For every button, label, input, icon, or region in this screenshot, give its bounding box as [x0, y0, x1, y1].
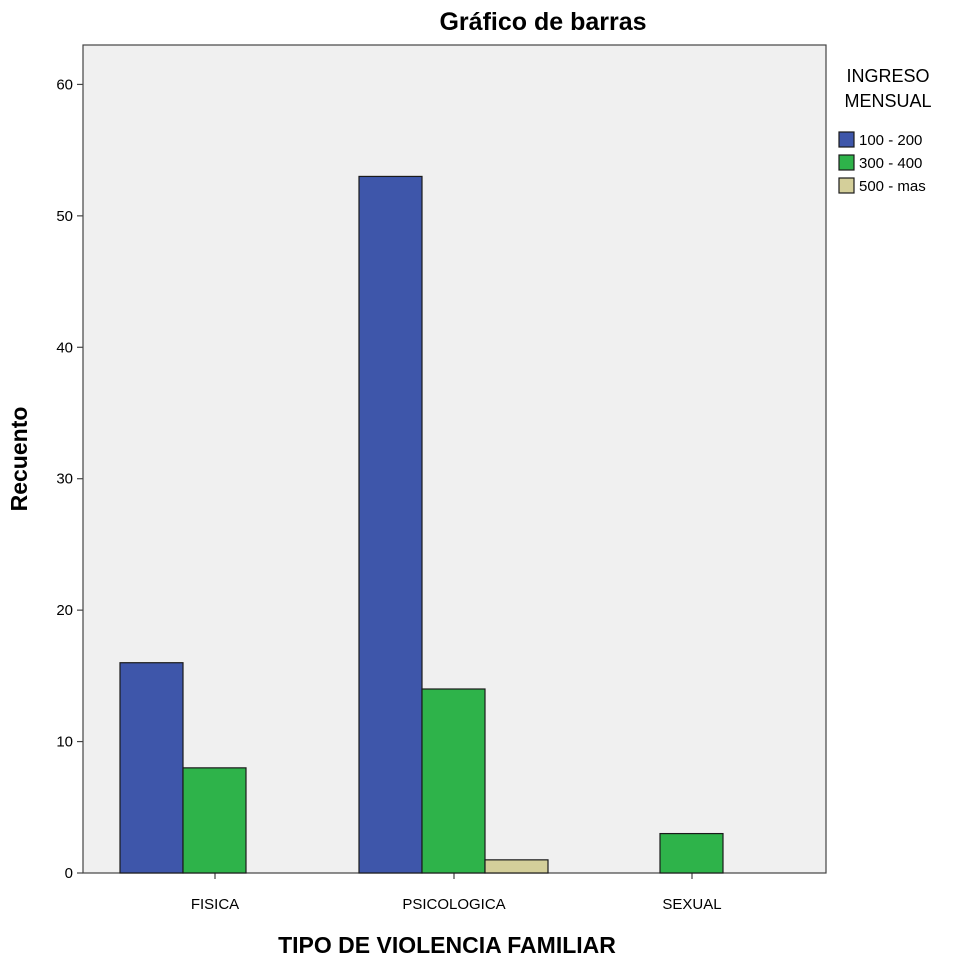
y-tick-label: 40: [56, 339, 73, 356]
legend-label: 300 - 400: [859, 155, 922, 172]
bar-psicologica-series-3: [484, 859, 549, 874]
legend: INGRESO MENSUAL 100 - 200 300 - 400 500 - …: [838, 66, 932, 195]
y-tick-label: 30: [56, 471, 73, 488]
bar-psicologica-series-1: [358, 175, 423, 874]
x-axis-ticks: FISICA PSICOLOGICA SEXUAL: [191, 873, 722, 913]
legend-label: 100 - 200: [859, 132, 922, 149]
x-tick-label: SEXUAL: [662, 896, 721, 913]
chart-title: Gráfico de barras: [439, 8, 646, 36]
legend-label: 500 - mas: [859, 178, 926, 195]
bar-fisica-series-2: [182, 767, 247, 874]
x-axis-title: TIPO DE VIOLENCIA FAMILIAR: [278, 932, 616, 958]
bars-group: [119, 175, 724, 874]
y-axis-ticks: 0 10 20 30 40 50 60: [56, 76, 83, 882]
bar-fisica-series-1: [119, 662, 184, 874]
x-tick-label: FISICA: [191, 896, 239, 913]
y-axis-title: Recuento: [6, 407, 32, 512]
y-tick-label: 50: [56, 208, 73, 225]
y-tick-label: 60: [56, 76, 73, 93]
x-tick-label: PSICOLOGICA: [402, 896, 505, 913]
legend-swatch: [838, 131, 855, 148]
bar-sexual-series-2: [659, 832, 724, 874]
y-tick-label: 0: [65, 865, 73, 882]
y-tick-label: 20: [56, 602, 73, 619]
legend-swatch: [838, 177, 855, 194]
legend-title-line-1: INGRESO: [846, 66, 929, 86]
legend-items: 100 - 200 300 - 400 500 - mas: [838, 131, 926, 195]
legend-swatch: [838, 154, 855, 171]
bar-psicologica-series-2: [421, 688, 486, 874]
legend-title-line-2: MENSUAL: [844, 91, 931, 111]
y-tick-label: 10: [56, 734, 73, 751]
